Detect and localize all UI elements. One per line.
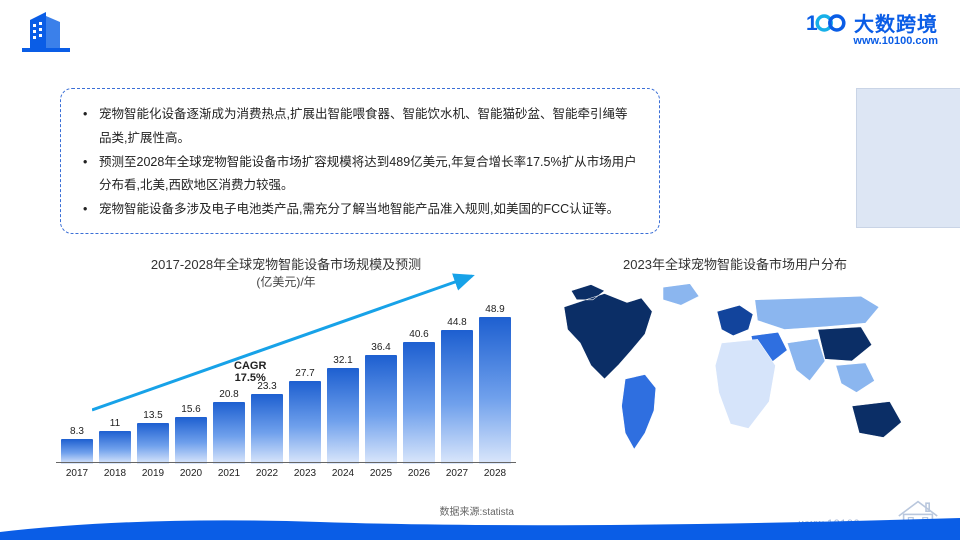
bar-column: 13.5 2019 (136, 410, 170, 479)
bar-value-label: 32.1 (333, 355, 352, 366)
bar-x-label: 2026 (408, 468, 430, 479)
callout-dashed-panel: 宠物智能化设备逐渐成为消费热点,扩展出智能喂食器、智能饮水机、智能猫砂盆、智能牵… (60, 88, 660, 234)
bar-column: 23.3 2022 (250, 381, 284, 479)
bar-baseline (56, 462, 516, 463)
bar-chart-title: 2017-2028年全球宠物智能设备市场规模及预测 (56, 256, 516, 274)
logo-mark-icon: 1 (806, 9, 848, 37)
bar-rect (441, 330, 473, 464)
map-region (663, 284, 699, 306)
bar-column: 32.1 2024 (326, 355, 360, 479)
map-region (564, 285, 652, 380)
bar-value-label: 8.3 (70, 426, 84, 437)
bar-rect (289, 381, 321, 464)
bar-rect (99, 431, 131, 464)
bar-x-label: 2028 (484, 468, 506, 479)
brand-logo: 1 大数跨境 www.10100.com (806, 8, 938, 47)
bar-x-label: 2024 (332, 468, 354, 479)
callout-box: 宠物智能化设备逐渐成为消费热点,扩展出智能喂食器、智能饮水机、智能猫砂盆、智能牵… (60, 88, 860, 234)
callout-bullet: 宠物智能设备多涉及电子电池类产品,需充分了解当地智能产品准入规则,如美国的FCC… (83, 198, 637, 222)
map-region (715, 340, 775, 429)
map-region (818, 327, 872, 361)
map-region (836, 363, 875, 393)
brand-name: 大数跨境 (854, 8, 938, 37)
callout-bullet: 宠物智能化设备逐渐成为消费热点,扩展出智能喂食器、智能饮水机、智能猫砂盆、智能牵… (83, 103, 637, 151)
bar-column: 8.3 2017 (60, 426, 94, 479)
bar-x-label: 2021 (218, 468, 240, 479)
bar-x-label: 2025 (370, 468, 392, 479)
bar-column: 40.6 2026 (402, 329, 436, 479)
bar-rect (403, 342, 435, 464)
bar-rect (213, 402, 245, 464)
brand-url-top: www.10100.com (806, 35, 938, 47)
bar-plot-area: 8.3 2017 11 2018 13.5 2019 15.6 2020 20.8 2021 23.… (56, 299, 516, 479)
bar-column: 20.8 2021 (212, 389, 246, 479)
bar-value-label: 11 (110, 418, 120, 429)
world-map-chart: 2023年全球宠物智能设备市场用户分布 (540, 256, 930, 502)
bar-column: 15.6 2020 (174, 404, 208, 479)
bottom-wave (0, 516, 960, 540)
bar-column: 44.8 2027 (440, 317, 474, 479)
map-region (622, 375, 656, 450)
map-title: 2023年全球宠物智能设备市场用户分布 (540, 256, 930, 274)
map-region (852, 402, 902, 438)
building-icon (22, 12, 70, 52)
bar-x-label: 2020 (180, 468, 202, 479)
bar-chart-subtitle: (亿美元)/年 (56, 274, 516, 291)
bar-x-label: 2018 (104, 468, 126, 479)
map-region (717, 305, 753, 336)
bar-x-label: 2023 (294, 468, 316, 479)
bar-chart: 2017-2028年全球宠物智能设备市场规模及预测 (亿美元)/年 CAGR 1… (56, 256, 516, 502)
world-map-svg (540, 280, 930, 460)
bar-value-label: 36.4 (371, 342, 390, 353)
callout-tab-card (856, 88, 960, 228)
bar-column: 36.4 2025 (364, 342, 398, 479)
bar-rect (365, 355, 397, 464)
bar-value-label: 40.6 (409, 329, 428, 340)
bar-x-label: 2019 (142, 468, 164, 479)
bar-value-label: 20.8 (219, 389, 238, 400)
bar-value-label: 15.6 (181, 404, 200, 415)
bar-x-label: 2027 (446, 468, 468, 479)
bar-value-label: 44.8 (447, 317, 466, 328)
bar-value-label: 48.9 (485, 304, 504, 315)
callout-bullet: 预测至2028年全球宠物智能设备市场扩容规模将达到489亿美元,年复合增长率17… (83, 151, 637, 199)
bar-rect (479, 317, 511, 464)
bar-value-label: 23.3 (257, 381, 276, 392)
bar-column: 48.9 2028 (478, 304, 512, 479)
bar-rect (175, 417, 207, 464)
bar-value-label: 27.7 (295, 368, 314, 379)
map-region (787, 339, 825, 381)
bar-x-label: 2022 (256, 468, 278, 479)
bar-rect (251, 394, 283, 464)
bar-rect (327, 368, 359, 464)
bar-x-label: 2017 (66, 468, 88, 479)
bar-value-label: 13.5 (143, 410, 162, 421)
bar-column: 11 2018 (98, 418, 132, 479)
bar-rect (61, 439, 93, 464)
bar-rect (137, 423, 169, 464)
map-region (755, 296, 879, 329)
